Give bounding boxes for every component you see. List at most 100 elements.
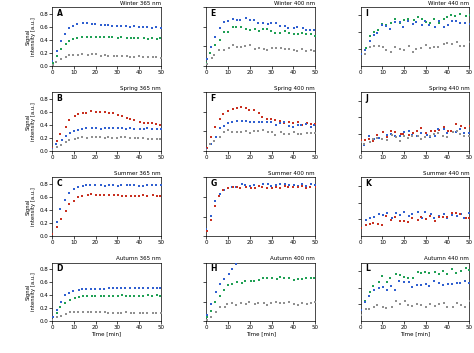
Point — [362, 222, 370, 228]
Point — [149, 183, 156, 188]
Point — [92, 126, 100, 131]
Point — [430, 215, 438, 221]
Point — [453, 39, 460, 44]
Point — [224, 108, 231, 114]
Point — [379, 212, 387, 218]
Point — [247, 278, 255, 284]
Point — [212, 310, 219, 315]
Point — [130, 293, 138, 299]
Point — [281, 275, 288, 281]
Point — [224, 185, 231, 191]
Point — [208, 213, 215, 219]
Point — [453, 270, 460, 275]
Point — [113, 136, 120, 141]
Point — [131, 285, 138, 291]
Point — [123, 293, 130, 298]
Point — [276, 23, 283, 29]
Point — [100, 293, 108, 299]
Point — [417, 125, 424, 131]
Point — [79, 293, 87, 299]
Point — [104, 310, 112, 316]
Point — [139, 286, 147, 291]
X-axis label: Time [min]: Time [min] — [246, 332, 276, 337]
Point — [207, 217, 215, 222]
Point — [410, 275, 417, 281]
Point — [242, 128, 250, 133]
Point — [465, 281, 473, 286]
Point — [233, 280, 241, 285]
Point — [246, 185, 254, 190]
Point — [370, 287, 378, 292]
Point — [130, 35, 138, 41]
Point — [291, 225, 298, 230]
Point — [87, 182, 94, 187]
Point — [449, 129, 456, 135]
Point — [135, 183, 143, 189]
Point — [232, 302, 240, 308]
Point — [264, 47, 271, 52]
Point — [83, 293, 91, 299]
Point — [457, 302, 465, 307]
Point — [258, 244, 266, 250]
Point — [203, 228, 210, 234]
Text: F: F — [211, 94, 216, 103]
Point — [101, 125, 109, 131]
Point — [219, 187, 227, 193]
Point — [225, 18, 232, 23]
Point — [440, 124, 448, 130]
Point — [202, 146, 210, 152]
Point — [70, 23, 77, 29]
Point — [405, 132, 412, 138]
Text: Summer 440 nm: Summer 440 nm — [423, 171, 469, 176]
Point — [216, 37, 224, 43]
Point — [375, 135, 383, 141]
Y-axis label: Signal
intensity [a.u.]: Signal intensity [a.u.] — [26, 17, 36, 56]
Text: K: K — [365, 179, 371, 188]
Point — [57, 313, 64, 318]
Point — [264, 181, 272, 187]
Point — [361, 137, 369, 143]
Point — [362, 45, 370, 50]
Point — [405, 279, 413, 285]
Point — [131, 182, 138, 188]
Point — [405, 43, 413, 49]
Point — [405, 213, 413, 219]
Point — [229, 106, 237, 111]
Point — [101, 53, 109, 58]
Point — [53, 307, 61, 313]
Point — [431, 269, 438, 275]
Point — [87, 286, 95, 292]
Point — [396, 19, 404, 25]
Point — [220, 187, 228, 193]
Point — [422, 217, 429, 222]
Point — [284, 226, 292, 232]
Point — [79, 183, 87, 189]
Point — [443, 130, 451, 136]
Point — [122, 310, 129, 315]
Point — [302, 48, 310, 54]
Point — [109, 24, 116, 29]
Point — [47, 229, 55, 235]
Point — [126, 136, 134, 141]
Point — [311, 130, 319, 136]
Point — [78, 52, 86, 57]
Point — [285, 124, 293, 129]
Point — [203, 313, 210, 318]
Point — [263, 186, 271, 191]
Point — [203, 56, 210, 61]
Point — [91, 182, 99, 188]
Point — [105, 183, 113, 188]
Point — [465, 133, 473, 138]
Point — [435, 214, 442, 219]
Point — [370, 214, 378, 220]
Point — [299, 276, 306, 281]
Point — [97, 22, 105, 28]
Point — [396, 212, 404, 218]
Point — [418, 16, 425, 22]
Point — [104, 53, 112, 58]
Point — [234, 129, 241, 135]
Point — [303, 130, 311, 136]
Point — [153, 136, 161, 142]
Point — [431, 304, 439, 309]
Point — [409, 215, 416, 221]
